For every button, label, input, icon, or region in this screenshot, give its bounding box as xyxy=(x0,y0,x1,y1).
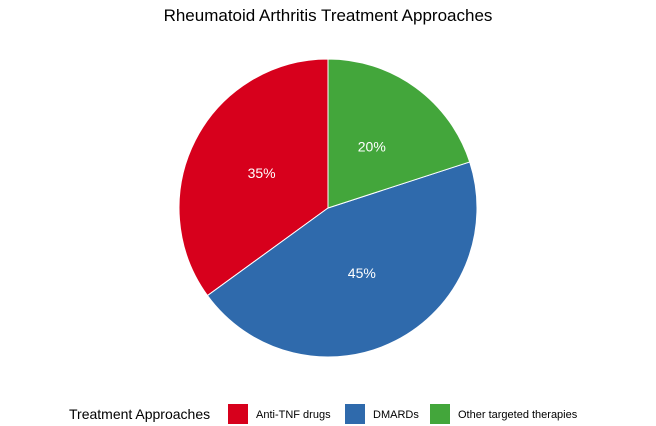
pie-slice-labels: 35% 45% 20% xyxy=(248,138,386,281)
pie-slices xyxy=(178,58,478,358)
chart-title: Rheumatoid Arthritis Treatment Approache… xyxy=(164,6,493,25)
pie-slice-other-targeted-therapies xyxy=(327,58,471,209)
legend-label: DMARDs xyxy=(373,409,419,421)
slice-percent-label: 35% xyxy=(248,165,276,181)
legend-title: Treatment Approaches xyxy=(69,406,210,422)
pie-slice-anti-tnf-drugs xyxy=(178,58,329,297)
legend-label: Other targeted therapies xyxy=(458,409,578,421)
legend-swatch xyxy=(430,404,450,424)
legend-swatch xyxy=(228,404,248,424)
slice-percent-label: 45% xyxy=(348,265,376,281)
legend: Treatment Approaches Anti-TNF drugs DMARD… xyxy=(69,404,578,424)
legend-label: Anti-TNF drugs xyxy=(256,409,331,421)
slice-percent-label: 20% xyxy=(358,138,386,154)
legend-swatch xyxy=(345,404,365,424)
pie-slice-dmards xyxy=(206,161,478,358)
